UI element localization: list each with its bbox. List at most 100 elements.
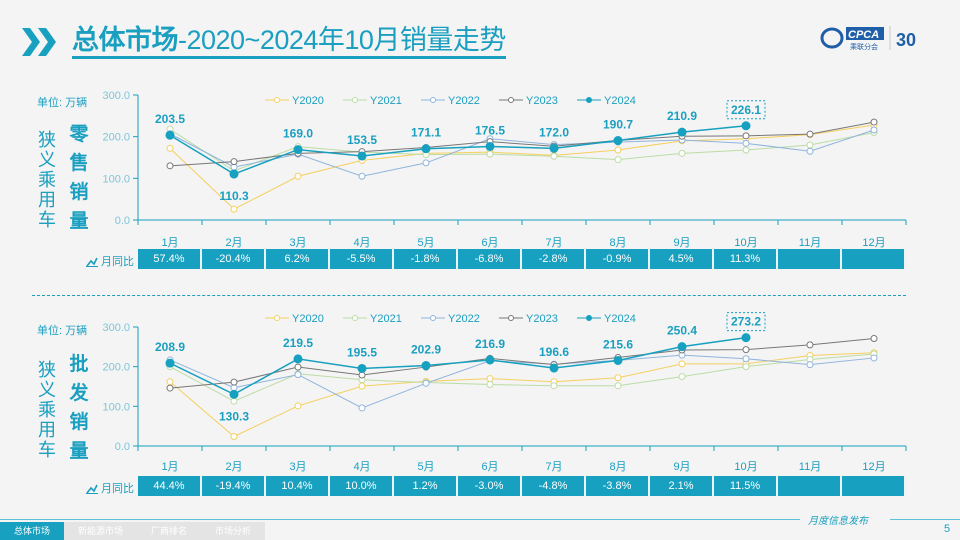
data-point-Y2021 xyxy=(486,381,494,389)
yoy-cell: -1.8% xyxy=(394,249,458,269)
data-point-Y2024 xyxy=(677,342,687,352)
data-point-Y2022 xyxy=(870,126,878,134)
data-point-Y2024 xyxy=(613,136,623,146)
series-line-Y2021 xyxy=(169,353,875,402)
y-tick-label: 0.0 xyxy=(115,441,130,453)
yoy-label-text: 月同比 xyxy=(101,256,134,268)
data-point-Y2023 xyxy=(870,335,878,343)
footer-slogan: 月度信息发布 xyxy=(808,516,868,527)
x-tick-label: 2月 xyxy=(225,461,242,473)
y-tick-label: 100.0 xyxy=(102,401,130,413)
footer-tabs: 总体市场 新能源市场 厂商排名 市场分析 xyxy=(0,522,266,540)
y-tick-label: 100.0 xyxy=(102,173,130,185)
page-title: 总体市场-2020~2024年10月销量走势 xyxy=(72,24,506,59)
legend-label: Y2020 xyxy=(292,95,324,107)
series-line-Y2024 xyxy=(169,125,747,175)
data-label: 153.5 xyxy=(347,133,377,147)
yoy-cell: 2.1% xyxy=(650,476,714,496)
data-point-Y2022 xyxy=(870,354,878,362)
data-point-Y2022 xyxy=(294,371,302,379)
yoy-cell: -0.9% xyxy=(586,249,650,269)
data-point-Y2023 xyxy=(806,341,814,349)
data-point-Y2024 xyxy=(741,121,751,131)
yoy-cell: 11.3% xyxy=(714,249,778,269)
yoy-cell: 6.2% xyxy=(266,249,330,269)
x-tick-label: 5月 xyxy=(417,461,434,473)
side-label: 狭义乘用车 xyxy=(38,360,56,460)
data-label: 190.7 xyxy=(603,118,633,132)
chart-label-char: 量 xyxy=(69,441,89,462)
data-label: 172.0 xyxy=(539,125,569,139)
yoy-cell: -20.4% xyxy=(202,249,266,269)
cpca-logo: CPCA 乘联分会 30 xyxy=(820,24,940,52)
data-point-Y2020 xyxy=(614,146,622,154)
yoy-row: 57.4% -20.4% 6.2% -5.5% -1.8% -6.8% -2.8% -0.9%… xyxy=(138,249,906,269)
x-tick-label: 1月 xyxy=(161,237,178,249)
data-point-Y2024 xyxy=(293,354,303,364)
data-point-Y2020 xyxy=(166,378,174,386)
x-tick-label: 10月 xyxy=(734,237,757,249)
data-point-Y2020 xyxy=(486,375,494,383)
side-label: 狭义乘用车 xyxy=(38,130,56,230)
chevron-double-right-icon xyxy=(22,28,56,56)
data-point-Y2021 xyxy=(550,152,558,160)
data-point-Y2023 xyxy=(294,363,302,371)
data-point-Y2023 xyxy=(230,378,238,386)
data-point-Y2024 xyxy=(293,145,303,155)
svg-text:30: 30 xyxy=(896,30,916,50)
data-point-Y2022 xyxy=(742,139,750,147)
data-point-Y2022 xyxy=(806,361,814,369)
x-tick-label: 3月 xyxy=(289,461,306,473)
footer-line xyxy=(890,519,960,520)
data-point-Y2024 xyxy=(485,141,495,151)
series-line-Y2022 xyxy=(169,354,875,409)
legend-marker xyxy=(352,315,358,321)
data-point-Y2024 xyxy=(165,130,175,140)
yoy-cell xyxy=(842,476,906,496)
chart-label-char: 销 xyxy=(69,412,89,433)
x-tick-label: 2月 xyxy=(225,237,242,249)
yoy-cell xyxy=(778,249,842,269)
tab-market-analysis[interactable]: 市场分析 xyxy=(201,522,266,540)
trend-chart-icon xyxy=(86,257,98,267)
chart-label-char: 零 xyxy=(69,124,89,145)
title-main: 总体市场 xyxy=(72,25,179,55)
data-label: 210.9 xyxy=(667,109,697,123)
data-point-Y2020 xyxy=(294,172,302,180)
data-point-Y2024 xyxy=(485,355,495,365)
data-point-Y2020 xyxy=(678,360,686,368)
x-tick-label: 6月 xyxy=(481,461,498,473)
y-tick-label: 200.0 xyxy=(102,132,130,144)
data-point-Y2023 xyxy=(166,384,174,392)
legend-marker xyxy=(430,315,436,321)
data-point-Y2020 xyxy=(230,432,238,440)
data-point-Y2024 xyxy=(549,363,559,373)
tab-maker-ranking[interactable]: 厂商排名 xyxy=(137,522,202,540)
x-tick-label: 4月 xyxy=(353,237,370,249)
tab-overall-market[interactable]: 总体市场 xyxy=(0,522,65,540)
data-point-Y2024 xyxy=(229,389,239,399)
tab-nev-market[interactable]: 新能源市场 xyxy=(64,522,138,540)
data-point-Y2023 xyxy=(166,162,174,170)
legend-label: Y2020 xyxy=(292,313,324,325)
x-tick-label: 3月 xyxy=(289,237,306,249)
x-tick-label: 6月 xyxy=(481,237,498,249)
legend-label: Y2024 xyxy=(604,95,636,107)
data-label: 176.5 xyxy=(475,123,505,137)
yoy-label: 月同比 xyxy=(86,253,134,269)
x-tick-label: 12月 xyxy=(862,461,885,473)
legend-label: Y2022 xyxy=(448,95,480,107)
legend-label: Y2021 xyxy=(370,95,402,107)
data-label: 216.9 xyxy=(475,337,505,351)
data-point-Y2023 xyxy=(870,118,878,126)
x-tick-label: 10月 xyxy=(734,461,757,473)
data-point-Y2021 xyxy=(486,150,494,158)
series-line-Y2020 xyxy=(169,124,875,210)
legend-marker xyxy=(274,315,280,321)
data-label: 171.1 xyxy=(411,126,441,140)
yoy-cell: 10.4% xyxy=(266,476,330,496)
x-tick-label: 8月 xyxy=(609,237,626,249)
yoy-cell: -4.8% xyxy=(522,476,586,496)
